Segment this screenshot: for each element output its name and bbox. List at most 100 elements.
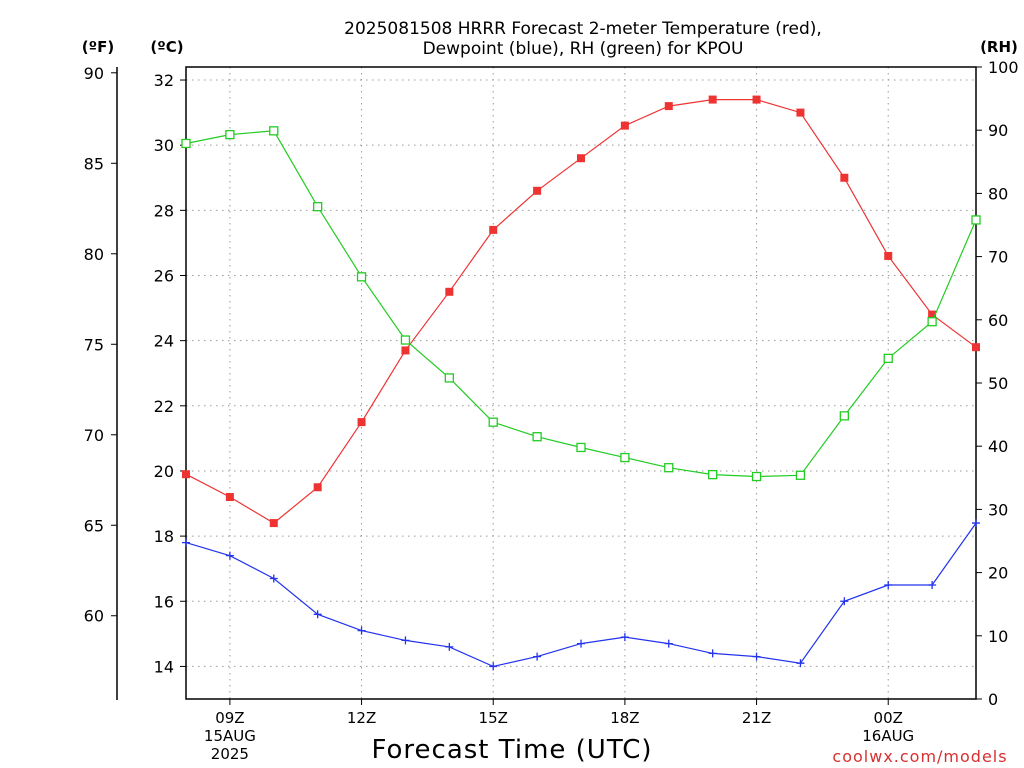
temperature-series (182, 95, 980, 528)
time-tick-label: 09Z (215, 709, 244, 727)
rh-point (488, 417, 498, 427)
temperature-point (708, 95, 717, 104)
fahrenheit-unit-label: (ºF) (82, 38, 114, 56)
temperature-point (620, 121, 629, 130)
rh-tick-label: 60 (988, 311, 1008, 330)
rh-axis: 0 10 20 30 40 50 60 70 80 90 100 (976, 58, 1019, 709)
celsius-tick-label: 18 (154, 527, 174, 546)
temperature-point (269, 519, 278, 528)
axes (116, 66, 977, 700)
time-tick-label: 16AUG (862, 727, 914, 745)
rh-series (181, 126, 981, 482)
rh-tick-label: 90 (988, 121, 1008, 140)
rh-tick-label: 70 (988, 248, 1008, 267)
dewpoint-point (225, 551, 234, 560)
rh-point (839, 411, 849, 421)
temperature-point (577, 154, 585, 163)
temperature-point (928, 310, 937, 319)
rh-tick-label: 20 (988, 564, 1008, 583)
credit-text: coolwx.com/models (832, 747, 1007, 766)
dewpoint-point (708, 649, 717, 658)
time-tick-label: 15Z (479, 709, 508, 727)
temperature-point (182, 470, 190, 479)
fahrenheit-tick-label: 60 (84, 607, 104, 626)
rh-point (313, 202, 323, 212)
rh-point (664, 463, 674, 473)
celsius-unit-label: (ºC) (150, 38, 183, 56)
rh-point (269, 126, 279, 136)
rh-point (400, 335, 411, 345)
dewpoint-point (796, 659, 805, 668)
dewpoint-point (489, 662, 498, 671)
rh-unit-label: (RH) (980, 38, 1018, 56)
temperature-point (225, 493, 234, 502)
temperature-point (357, 418, 366, 427)
rh-point (883, 353, 893, 364)
celsius-tick-label: 22 (154, 397, 174, 416)
temperature-point (664, 102, 673, 111)
celsius-tick-label: 24 (154, 332, 174, 351)
title-line-1: 2025081508 HRRR Forecast 2-meter Tempera… (344, 19, 822, 39)
rh-point (576, 442, 586, 453)
fahrenheit-tick-label: 80 (84, 245, 104, 264)
series-layer (181, 95, 981, 671)
fahrenheit-axis: 60 65 70 75 80 85 90 (84, 64, 117, 626)
celsius-tick-label: 30 (154, 136, 174, 155)
dewpoint-point (884, 580, 893, 589)
temperature-point (752, 95, 761, 104)
time-tick-label: 21Z (742, 709, 771, 727)
rh-point (751, 471, 762, 482)
dewpoint-point (269, 574, 278, 583)
rh-tick-label: 40 (988, 437, 1008, 456)
rh-point (225, 129, 235, 140)
rh-point (532, 432, 542, 442)
temperature-line (185, 98, 977, 524)
x-axis-label: Forecast Time (UTC) (371, 735, 652, 765)
celsius-tick-label: 16 (154, 592, 174, 611)
rh-tick-label: 30 (988, 500, 1008, 519)
temperature-point (401, 346, 410, 355)
dewpoint-point (401, 636, 410, 645)
celsius-axis: 14 16 18 20 22 24 26 28 30 32 (154, 71, 186, 676)
celsius-tick-label: 14 (154, 657, 174, 676)
dewpoint-point (313, 610, 322, 619)
time-tick-label: 18Z (610, 709, 639, 727)
temperature-point (884, 251, 893, 260)
dewpoint-point (972, 519, 980, 528)
rh-point (620, 452, 630, 463)
fahrenheit-tick-label: 90 (84, 64, 104, 83)
dewpoint-point (620, 633, 629, 642)
celsius-tick-label: 20 (154, 462, 174, 481)
rh-tick-label: 0 (988, 690, 998, 709)
rh-point (444, 373, 454, 383)
temperature-point (489, 225, 498, 234)
dewpoint-point (445, 642, 454, 651)
time-tick-label: 12Z (347, 709, 376, 727)
dewpoint-point (533, 652, 542, 661)
dewpoint-series (182, 519, 980, 671)
temperature-point (533, 186, 542, 195)
temperature-point (445, 287, 454, 296)
rh-point (795, 470, 806, 480)
fahrenheit-tick-label: 75 (84, 335, 104, 354)
time-tick-label: 15AUG (204, 727, 256, 745)
rh-point (708, 469, 718, 480)
title-line-2: Dewpoint (blue), RH (green) for KPOU (423, 39, 744, 59)
dewpoint-point (577, 639, 585, 648)
rh-tick-label: 80 (988, 184, 1008, 203)
fahrenheit-tick-label: 65 (84, 516, 104, 535)
rh-tick-label: 10 (988, 627, 1008, 646)
temperature-point (796, 108, 805, 117)
chart-title: 2025081508 HRRR Forecast 2-meter Tempera… (344, 19, 822, 59)
temperature-point (313, 483, 322, 492)
dewpoint-point (182, 538, 190, 547)
temperature-point (840, 173, 849, 182)
dewpoint-point (840, 597, 849, 606)
dewpoint-point (928, 580, 937, 589)
celsius-tick-label: 32 (154, 71, 174, 90)
dewpoint-point (664, 639, 673, 648)
rh-tick-label: 100 (988, 58, 1019, 77)
rh-line (185, 130, 977, 478)
temperature-point (972, 343, 980, 352)
dewpoint-point (357, 626, 366, 635)
